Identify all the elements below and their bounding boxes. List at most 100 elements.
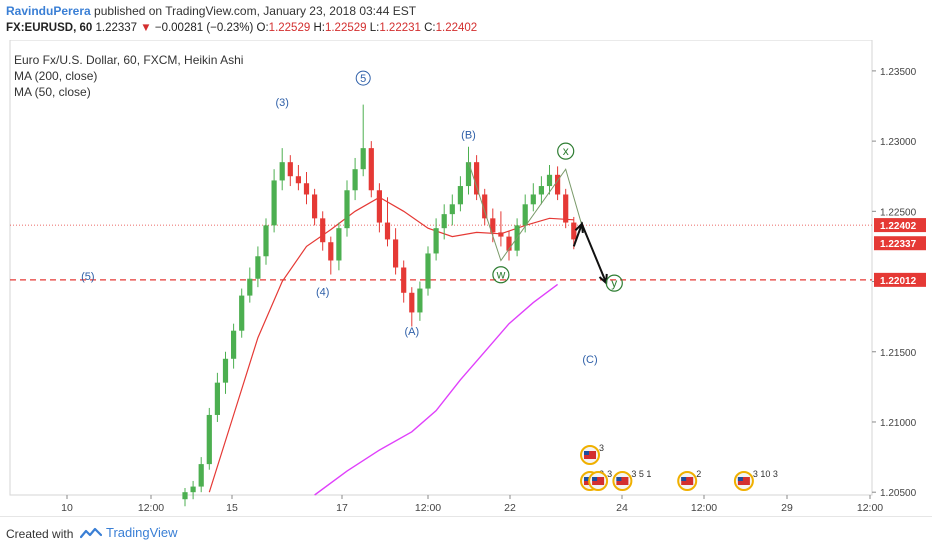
- candle-body[interactable]: [546, 174, 553, 187]
- ma200-line[interactable]: [314, 283, 559, 496]
- candle-body[interactable]: [465, 162, 472, 187]
- candle-body[interactable]: [198, 464, 204, 487]
- flag-stripe-icon: [737, 477, 750, 485]
- candle-body[interactable]: [360, 148, 366, 170]
- tradingview-brand-label: TradingView: [106, 525, 178, 540]
- candle-body[interactable]: [530, 194, 536, 205]
- event-count-label: 3: [599, 443, 604, 453]
- candle-body[interactable]: [441, 214, 447, 229]
- candle-body[interactable]: [287, 162, 293, 177]
- candle-body[interactable]: [368, 148, 374, 191]
- candle-body[interactable]: [263, 225, 269, 257]
- candle-body[interactable]: [206, 414, 212, 465]
- high-label: H:: [313, 22, 325, 34]
- event-count-label: 2: [696, 469, 701, 479]
- candle-body[interactable]: [336, 228, 342, 261]
- last-price: 1.22337: [95, 22, 138, 34]
- candle-body[interactable]: [271, 180, 277, 226]
- candle-body[interactable]: [222, 358, 229, 383]
- candle-body[interactable]: [376, 190, 382, 223]
- chart-area[interactable]: 1.235001.230001.225001.220001.215001.210…: [0, 40, 932, 516]
- candle-body[interactable]: [506, 236, 512, 251]
- low-value: 1.22231: [379, 22, 421, 34]
- candle-body[interactable]: [482, 194, 488, 219]
- elliott-wave-label: (5): [81, 271, 94, 283]
- price-chart[interactable]: 1.235001.230001.225001.220001.215001.210…: [0, 40, 932, 516]
- candle-body[interactable]: [555, 174, 561, 195]
- open-label: O:: [256, 22, 269, 34]
- author-name[interactable]: RavinduPerera: [6, 4, 91, 18]
- candle-body[interactable]: [474, 162, 480, 195]
- tradingview-brand[interactable]: TradingView: [80, 525, 178, 540]
- candle-body[interactable]: [563, 194, 569, 223]
- candle-body[interactable]: [433, 228, 439, 254]
- candle-body[interactable]: [279, 162, 285, 181]
- candle-body[interactable]: [384, 222, 391, 240]
- elliott-wave-label: (B): [461, 129, 476, 141]
- plot-frame: [9, 40, 873, 496]
- elliott-wave-label: (4): [316, 287, 329, 299]
- candle-body[interactable]: [352, 169, 358, 191]
- candle-body[interactable]: [393, 239, 399, 268]
- created-with-text: Created with: [6, 527, 74, 541]
- candle-body[interactable]: [190, 486, 196, 493]
- candle-body[interactable]: [457, 186, 463, 205]
- candle-body[interactable]: [247, 278, 253, 296]
- flag-stripe-icon: [681, 477, 694, 485]
- wave-label-circle: [355, 70, 371, 86]
- candle-body[interactable]: [239, 295, 245, 331]
- ma50-line[interactable]: [208, 196, 574, 493]
- footer: Created with TradingView: [0, 516, 932, 551]
- candle-body[interactable]: [571, 222, 577, 240]
- y-tick-label: 1.23500: [880, 67, 917, 78]
- x-tick-label: 17: [336, 502, 348, 514]
- price-axis-badge: [874, 218, 926, 233]
- candle-body[interactable]: [303, 183, 310, 195]
- x-tick-label: 10: [61, 502, 73, 514]
- candle-body[interactable]: [538, 186, 544, 195]
- candle-body[interactable]: [312, 194, 318, 219]
- candle-body[interactable]: [409, 292, 415, 313]
- candle-body[interactable]: [231, 330, 237, 359]
- flag-canton-icon: [584, 451, 589, 455]
- wxy-label-circle: [557, 142, 575, 160]
- x-tick-label: 29: [781, 502, 793, 514]
- candle-body[interactable]: [425, 253, 431, 289]
- legend-ma50[interactable]: MA (50, close): [14, 85, 91, 99]
- wxy-wave-label: x: [563, 144, 569, 158]
- price-axis-badge-label: 1.22337: [880, 239, 917, 250]
- low-label: L:: [369, 22, 380, 34]
- flag-canton-icon: [681, 477, 687, 481]
- price-axis-badge-label: 1.22402: [880, 221, 917, 232]
- candle-body[interactable]: [449, 204, 455, 215]
- candle-body[interactable]: [522, 204, 528, 226]
- y-tick-label: 1.23000: [880, 137, 917, 148]
- flag-canton-icon: [616, 477, 622, 481]
- candle-body[interactable]: [295, 176, 301, 184]
- chart-background: [0, 40, 932, 516]
- flag-stripe-icon: [584, 451, 596, 459]
- high-value: 1.22529: [324, 22, 367, 34]
- candle-body[interactable]: [328, 242, 334, 261]
- candle-body[interactable]: [498, 232, 504, 237]
- candle-body[interactable]: [214, 382, 220, 415]
- tradingview-logo-icon: [80, 527, 102, 538]
- legend-ma200[interactable]: MA (200, close): [14, 69, 98, 83]
- candle-body[interactable]: [182, 492, 188, 500]
- forecast-arrow-mid-head-icon: [574, 221, 584, 234]
- candle-body[interactable]: [417, 288, 423, 313]
- chart-legend: Euro Fx/U.S. Dollar, 60, FXCM, Heikin As…: [14, 52, 243, 100]
- candle-body[interactable]: [344, 190, 350, 229]
- x-tick-label: 12:00: [691, 502, 717, 514]
- candle-body[interactable]: [401, 267, 407, 293]
- wxy-label-circle: [492, 266, 510, 284]
- y-tick-label: 1.20500: [880, 488, 917, 499]
- elliott-wave-label: (A): [404, 326, 419, 338]
- publish-line: RavinduPerera published on TradingView.c…: [6, 4, 416, 18]
- y-tick-label: 1.22500: [880, 207, 917, 218]
- chart-header: RavinduPerera published on TradingView.c…: [0, 0, 932, 40]
- candle-body[interactable]: [320, 218, 326, 243]
- x-tick-label: 15: [226, 502, 238, 514]
- candle-body[interactable]: [255, 256, 261, 279]
- candle-body[interactable]: [490, 218, 496, 233]
